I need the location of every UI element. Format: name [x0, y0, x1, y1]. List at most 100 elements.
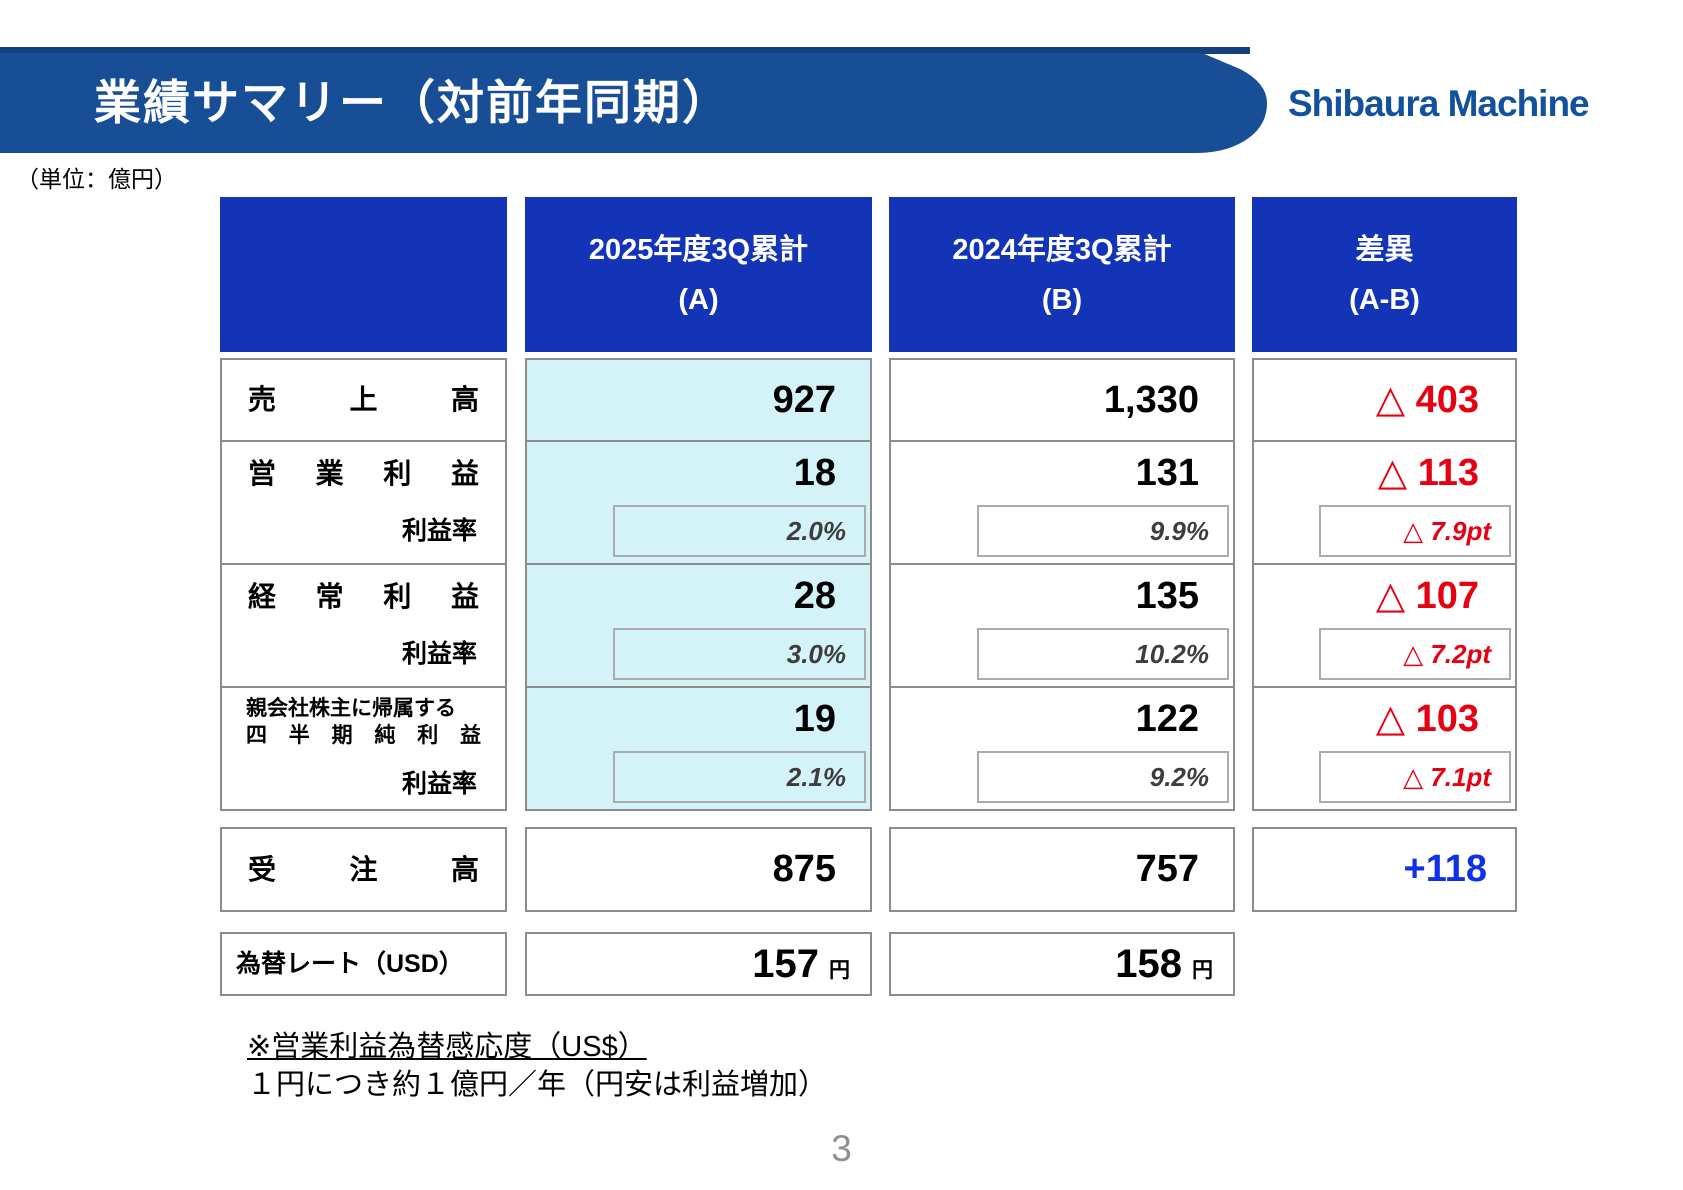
- header-2024-line2: (B): [1041, 283, 1083, 316]
- header-2025-line2: (A): [678, 283, 719, 316]
- net-income-2024-cell: 122 9.2%: [891, 688, 1233, 809]
- fx-label-cell: 為替レート（USD）: [220, 932, 507, 996]
- header-cell-diff: 差異 (A-B): [1252, 197, 1517, 352]
- orders-2024-cell: 757: [889, 827, 1235, 912]
- ordinary-2024-cell: 135 10.2%: [891, 565, 1233, 688]
- title-band: [0, 47, 1267, 153]
- ordinary-2025-value: 28: [793, 575, 836, 617]
- row-label-orders: 受 注 高: [248, 854, 479, 885]
- label-column: 売 上 高 営 業 利 益 利益率 経 常 利 益 利益率 親会社株主に帰属する…: [220, 197, 507, 996]
- orders-2025-value: 875: [772, 848, 836, 890]
- operating-rate-2025-wrap: 2.0%: [527, 505, 870, 563]
- fx-2025-value-group: 157 円: [527, 934, 870, 994]
- net-income-2025-value: 19: [793, 698, 836, 740]
- operating-rate-2024-wrap: 9.9%: [891, 505, 1233, 563]
- row-label-net-income: 親会社株主に帰属する 四 半 期 純 利 益: [222, 688, 505, 758]
- net-income-rate-2025-box: 2.1%: [612, 751, 866, 803]
- operating-2025-value: 18: [793, 452, 836, 494]
- net-income-rate-2024-box: 9.2%: [976, 751, 1229, 803]
- fx-2025-value: 157: [752, 942, 819, 986]
- net-income-rate-2024-value: 9.2%: [1149, 761, 1209, 792]
- ordinary-rate-2024-box: 10.2%: [976, 628, 1229, 680]
- column-2025-3q: 2025年度3Q累計 (A) 927 18 2.0% 28: [525, 197, 872, 996]
- ordinary-rate-diff-value: △ 7.2pt: [1403, 638, 1491, 669]
- fx-2024-value: 158: [1115, 942, 1182, 986]
- fx-2024-cell: 158 円: [889, 932, 1235, 996]
- fx-2024-value-group: 158 円: [891, 934, 1233, 994]
- ordinary-rate-2025-wrap: 3.0%: [527, 628, 870, 686]
- sales-2025-cell: 927: [527, 360, 870, 442]
- operating-2024-value: 131: [1135, 452, 1199, 494]
- net-income-rate-diff-value: △ 7.1pt: [1403, 761, 1491, 792]
- net-income-label-line1: 親会社株主に帰属する: [246, 697, 456, 720]
- row-sales-label-cell: 売 上 高: [222, 360, 505, 442]
- row-label-operating: 営 業 利 益: [248, 458, 479, 489]
- orders-diff-value: +118: [1403, 848, 1488, 890]
- orders-2025-cell: 875: [525, 827, 872, 912]
- operating-rate-diff-value: △ 7.9pt: [1403, 515, 1491, 546]
- sales-diff-value: △ 403: [1375, 379, 1479, 421]
- operating-rate-2024-value: 9.9%: [1149, 515, 1209, 546]
- ordinary-2025-cell: 28 3.0%: [527, 565, 870, 688]
- column-diff: 差異 (A-B) △ 403 △ 113 △ 7.9pt △ 107: [1252, 197, 1517, 912]
- operating-rate-diff-box: △ 7.9pt: [1319, 505, 1511, 557]
- row-label-fx-rate: 為替レート（USD）: [236, 950, 464, 978]
- ordinary-rate-2024-value: 10.2%: [1135, 638, 1209, 669]
- ordinary-rate-diff-wrap: △ 7.2pt: [1254, 628, 1515, 686]
- summary-table: 売 上 高 営 業 利 益 利益率 経 常 利 益 利益率 親会社株主に帰属する…: [220, 197, 1520, 997]
- values-2025-box: 927 18 2.0% 28 3.0%: [525, 358, 872, 811]
- fx-2025-unit: 円: [829, 959, 850, 982]
- company-logo: Shibaura Machine: [1288, 83, 1590, 124]
- ordinary-rate-2025-box: 3.0%: [612, 628, 866, 680]
- footnote: ※営業利益為替感応度（US$） １円につき約１億円／年（円安は利益増加）: [247, 1028, 827, 1104]
- operating-2024-cell: 131 9.9%: [891, 442, 1233, 565]
- row-label-ordinary: 経 常 利 益: [248, 581, 479, 612]
- operating-2025-cell: 18 2.0%: [527, 442, 870, 565]
- unit-note: （単位：億円）: [16, 166, 177, 192]
- values-2024-box: 1,330 131 9.9% 135 10.2%: [889, 358, 1235, 811]
- values-diff-box: △ 403 △ 113 △ 7.9pt △ 107 △ 7.2pt: [1252, 358, 1517, 811]
- footnote-line2: １円につき約１億円／年（円安は利益増加）: [247, 1069, 828, 1101]
- ordinary-2024-value: 135: [1135, 575, 1199, 617]
- row-operating-label-cell: 営 業 利 益 利益率: [222, 442, 505, 565]
- rate-label-net-income: 利益率: [401, 770, 477, 798]
- net-income-2025-cell: 19 2.1%: [527, 688, 870, 809]
- rate-label-ordinary: 利益率: [401, 640, 477, 668]
- header-2024-line1: 2024年度3Q累計: [952, 233, 1172, 266]
- header-cell-empty: [220, 197, 507, 352]
- net-income-rate-2025-value: 2.1%: [786, 761, 846, 792]
- net-income-diff-value: △ 103: [1375, 698, 1479, 740]
- row-ordinary-label-cell: 経 常 利 益 利益率: [222, 565, 505, 688]
- operating-rate-2025-value: 2.0%: [786, 515, 846, 546]
- operating-rate-diff-wrap: △ 7.9pt: [1254, 505, 1515, 563]
- net-income-rate-2025-wrap: 2.1%: [527, 751, 870, 809]
- header-cell-2024: 2024年度3Q累計 (B): [889, 197, 1235, 352]
- fx-2024-unit: 円: [1192, 959, 1213, 982]
- sales-2024-value: 1,330: [1103, 379, 1199, 421]
- column-2024-3q: 2024年度3Q累計 (B) 1,330 131 9.9% 135: [889, 197, 1235, 996]
- net-income-label-line2: 四 半 期 純 利 益: [246, 724, 481, 747]
- operating-rate-2024-box: 9.9%: [976, 505, 1229, 557]
- sales-2024-cell: 1,330: [891, 360, 1233, 442]
- ordinary-diff-value: △ 107: [1375, 575, 1479, 617]
- page-number: 3: [831, 1128, 852, 1169]
- rate-label-operating: 利益率: [401, 517, 477, 545]
- net-income-rate-diff-box: △ 7.1pt: [1319, 751, 1511, 803]
- net-income-2024-value: 122: [1135, 698, 1199, 740]
- net-income-rate-2024-wrap: 9.2%: [891, 751, 1233, 809]
- row-net-income-label-cell: 親会社株主に帰属する 四 半 期 純 利 益 利益率: [222, 688, 505, 809]
- ordinary-rate-2024-wrap: 10.2%: [891, 628, 1233, 686]
- header-2025-line1: 2025年度3Q累計: [588, 233, 809, 266]
- operating-diff-cell: △ 113 △ 7.9pt: [1254, 442, 1515, 565]
- orders-label-cell: 受 注 高: [220, 827, 507, 912]
- ordinary-rate-2025-value: 3.0%: [786, 638, 846, 669]
- orders-2024-value: 757: [1135, 848, 1199, 890]
- header-cell-2025: 2025年度3Q累計 (A): [525, 197, 872, 352]
- operating-diff-value: △ 113: [1377, 452, 1479, 494]
- net-income-rate-diff-wrap: △ 7.1pt: [1254, 751, 1515, 809]
- ordinary-rate-diff-box: △ 7.2pt: [1319, 628, 1511, 680]
- header-diff-line1: 差異: [1355, 233, 1414, 266]
- row-label-sales: 売 上 高: [248, 384, 479, 415]
- page-title: 業績サマリー（対前年同期）: [94, 76, 731, 129]
